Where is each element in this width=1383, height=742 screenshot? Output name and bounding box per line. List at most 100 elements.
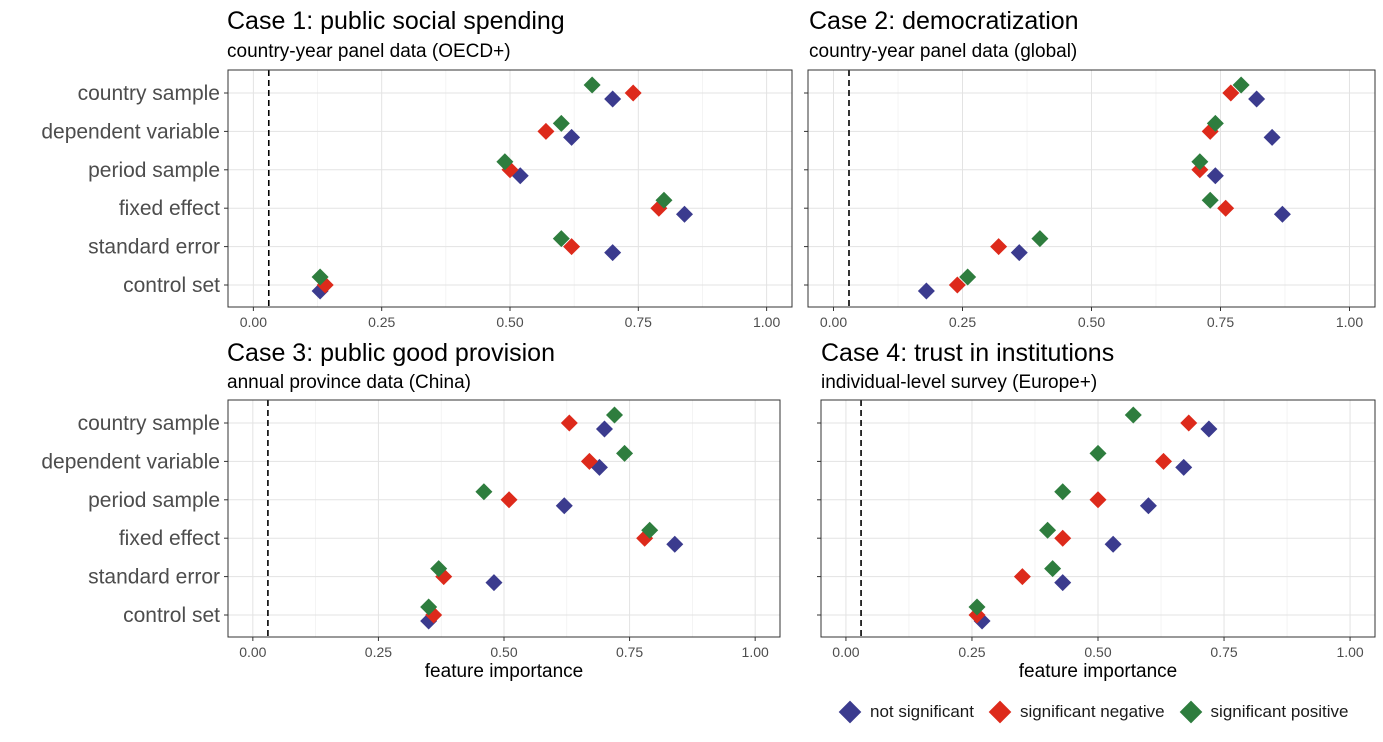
- x-tick-label: 1.00: [753, 314, 780, 330]
- significant-negative-point: [560, 414, 578, 432]
- significant-negative-point: [1217, 199, 1235, 217]
- significant-negative-point: [1222, 84, 1240, 102]
- significant-negative-diamond-icon: [988, 700, 1012, 724]
- significant-positive-point: [496, 153, 514, 171]
- not-significant-point: [1175, 458, 1193, 476]
- panel-4: 0.00 0.25 0.50 0.75 1.00 feature importance: [817, 399, 1376, 682]
- panel-1: 0.00 0.25 0.50 0.75 1.00 country sample depend…: [41, 69, 793, 330]
- x-axis-label: feature importance: [1019, 661, 1177, 682]
- x-tick-label: 0.25: [958, 644, 985, 660]
- x-tick-label: 0.25: [365, 644, 392, 660]
- panel-1-subtitle: country-year panel data (OECD+): [227, 41, 511, 62]
- panel-2-subtitle: country-year panel data (global): [809, 41, 1078, 62]
- panel-3-subtitle: annual province data (China): [227, 372, 471, 393]
- not-significant-diamond-icon: [838, 700, 862, 724]
- significant-positive-point: [1054, 483, 1072, 501]
- significant-positive-point: [552, 114, 570, 132]
- significant-positive-point: [616, 444, 634, 462]
- significant-negative-point: [1155, 452, 1173, 470]
- not-significant-point: [1054, 574, 1072, 592]
- panel-2: 0.00 0.25 0.50 0.75 1.00: [804, 69, 1376, 330]
- not-significant-point: [917, 282, 935, 300]
- not-significant-point: [604, 90, 622, 108]
- y-tick-label: fixed effect: [119, 197, 220, 220]
- not-significant-point: [1248, 90, 1266, 108]
- x-tick-label: 1.00: [742, 644, 769, 660]
- significant-positive-diamond-icon: [1179, 700, 1202, 724]
- x-tick-label: 0.75: [625, 314, 652, 330]
- legend: not significant significant negative sig…: [838, 700, 1363, 724]
- y-tick-label: dependent variable: [41, 120, 220, 143]
- significant-positive-point: [420, 598, 438, 616]
- y-tick-label: period sample: [88, 159, 220, 182]
- legend-label: significant positive: [1210, 702, 1349, 721]
- not-significant-point: [485, 574, 503, 592]
- x-tick-label: 0.50: [490, 644, 517, 660]
- x-tick-label: 1.00: [1336, 314, 1363, 330]
- not-significant-point: [604, 244, 622, 262]
- not-significant-point: [666, 535, 684, 553]
- panel-4-title: Case 4: trust in institutions: [821, 339, 1115, 367]
- y-tick-label: standard error: [88, 566, 220, 589]
- not-significant-point: [511, 167, 529, 185]
- x-tick-label: 0.75: [616, 644, 643, 660]
- significant-negative-point: [563, 238, 581, 256]
- significant-positive-point: [1191, 153, 1209, 171]
- significant-negative-point: [500, 491, 518, 509]
- x-tick-label: 0.75: [1210, 644, 1237, 660]
- not-significant-point: [595, 420, 613, 438]
- significant-negative-point: [624, 84, 642, 102]
- y-tick-label: country sample: [78, 82, 220, 105]
- significant-negative-point: [580, 452, 598, 470]
- panel-3: 0.00 0.25 0.50 0.75 1.00 country sample depend…: [41, 399, 781, 682]
- not-significant-point: [1010, 244, 1028, 262]
- significant-positive-point: [968, 598, 986, 616]
- significant-positive-point: [475, 483, 493, 501]
- legend-label: not significant: [870, 702, 974, 721]
- significant-positive-point: [1089, 444, 1107, 462]
- not-significant-point: [1273, 205, 1291, 223]
- significant-negative-point: [1180, 414, 1198, 432]
- significant-positive-point: [606, 406, 624, 424]
- panel-2-title: Case 2: democratization: [809, 7, 1079, 35]
- y-tick-label: standard error: [88, 236, 220, 259]
- significant-positive-point: [552, 230, 570, 248]
- y-tick-label: control set: [123, 604, 220, 627]
- significant-positive-point: [430, 560, 448, 578]
- not-significant-point: [1104, 535, 1122, 553]
- not-significant-point: [676, 205, 694, 223]
- legend-item-not-significant: not significant: [838, 700, 974, 724]
- x-tick-label: 0.00: [239, 644, 266, 660]
- significant-negative-point: [537, 122, 555, 140]
- not-significant-point: [563, 128, 581, 146]
- y-tick-label: fixed effect: [119, 527, 220, 550]
- legend-item-significant-positive: significant positive: [1179, 700, 1349, 724]
- x-tick-label: 1.00: [1336, 644, 1363, 660]
- significant-positive-point: [1206, 114, 1224, 132]
- significant-positive-point: [1031, 230, 1049, 248]
- significant-negative-point: [1013, 568, 1031, 586]
- significant-positive-point: [311, 268, 329, 286]
- significant-positive-point: [1044, 560, 1062, 578]
- legend-label: significant negative: [1019, 702, 1165, 721]
- panel-4-subtitle: individual-level survey (Europe+): [821, 372, 1098, 393]
- significant-negative-point: [1054, 529, 1072, 547]
- x-tick-label: 0.00: [240, 314, 267, 330]
- x-tick-label: 0.00: [820, 314, 847, 330]
- not-significant-point: [1263, 128, 1281, 146]
- not-significant-point: [1200, 420, 1218, 438]
- significant-positive-point: [641, 521, 659, 539]
- not-significant-point: [555, 497, 573, 515]
- x-tick-label: 0.00: [832, 644, 859, 660]
- x-axis-label: feature importance: [425, 661, 583, 682]
- significant-positive-point: [959, 268, 977, 286]
- significant-negative-point: [1089, 491, 1107, 509]
- significant-negative-point: [948, 276, 966, 294]
- x-tick-label: 0.50: [1078, 314, 1105, 330]
- x-tick-label: 0.50: [1084, 644, 1111, 660]
- significant-positive-point: [1124, 406, 1142, 424]
- y-tick-label: country sample: [78, 412, 220, 435]
- significant-positive-point: [655, 191, 673, 209]
- significant-positive-point: [1232, 76, 1250, 94]
